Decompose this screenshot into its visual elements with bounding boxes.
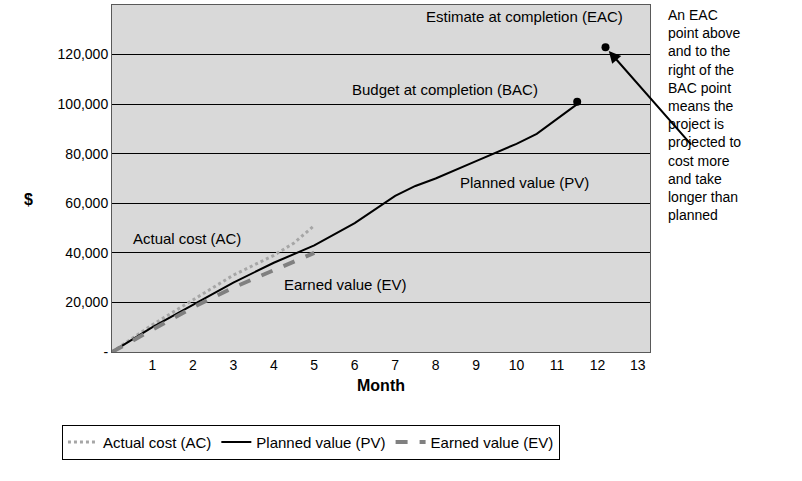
svg-text:Budget at completion (BAC): Budget at completion (BAC): [352, 81, 538, 98]
svg-text:An EACpoint aboveand to therig: An EACpoint aboveand to theright of theB…: [668, 7, 741, 223]
svg-text:60,000: 60,000: [65, 195, 108, 211]
svg-text:Earned value (EV): Earned value (EV): [284, 276, 407, 293]
svg-text:5: 5: [310, 357, 318, 373]
svg-text:13: 13: [630, 357, 646, 373]
svg-text:Earned value (EV): Earned value (EV): [431, 434, 554, 451]
svg-text:Planned value (PV): Planned value (PV): [460, 174, 589, 191]
svg-text:Estimate at completion (EAC): Estimate at completion (EAC): [426, 8, 623, 25]
svg-text:12: 12: [590, 357, 606, 373]
svg-text:2: 2: [189, 357, 197, 373]
svg-text:40,000: 40,000: [65, 245, 108, 261]
svg-text:Actual cost (AC): Actual cost (AC): [103, 434, 211, 451]
svg-text:6: 6: [351, 357, 359, 373]
svg-text:Planned value (PV): Planned value (PV): [256, 434, 385, 451]
svg-text:-: -: [104, 344, 109, 360]
svg-text:11: 11: [550, 357, 565, 373]
svg-text:7: 7: [391, 357, 399, 373]
svg-text:9: 9: [472, 357, 480, 373]
svg-text:8: 8: [432, 357, 440, 373]
svg-text:4: 4: [270, 357, 278, 373]
svg-text:$: $: [24, 191, 33, 208]
svg-text:1: 1: [149, 357, 157, 373]
svg-text:10: 10: [509, 357, 525, 373]
svg-text:120,000: 120,000: [58, 46, 109, 62]
svg-text:80,000: 80,000: [65, 146, 108, 162]
svg-text:Month: Month: [357, 377, 405, 394]
svg-text:Actual cost (AC): Actual cost (AC): [133, 230, 241, 247]
svg-text:20,000: 20,000: [65, 294, 108, 310]
svg-text:3: 3: [229, 357, 237, 373]
svg-text:100,000: 100,000: [58, 96, 109, 112]
